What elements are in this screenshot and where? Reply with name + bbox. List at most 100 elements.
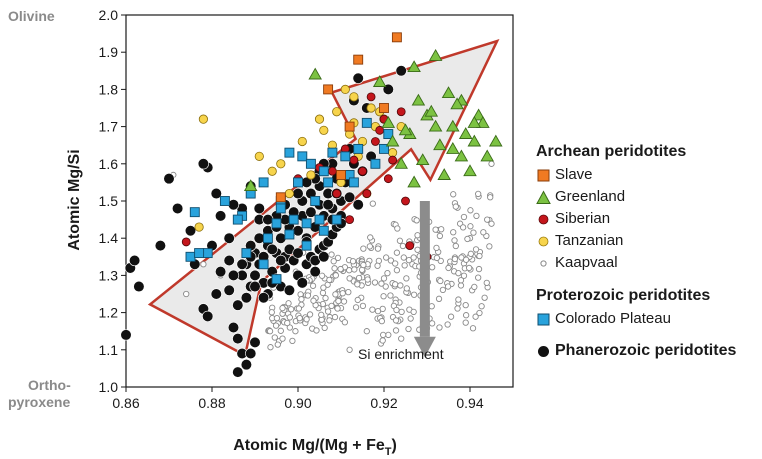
kaapvaal-point [478, 303, 485, 310]
kaapvaal-point [480, 229, 487, 236]
kaapvaal-point [313, 327, 320, 334]
tanzanian-point [254, 151, 264, 161]
kaapvaal-point [460, 272, 468, 279]
orthopyroxene-label-line1: Ortho- [28, 377, 71, 393]
siberian-point [345, 215, 355, 225]
kaapvaal-point [379, 337, 386, 344]
kaapvaal-point [432, 226, 439, 233]
kaapvaal-point [285, 300, 292, 307]
kaapvaal-point [385, 331, 392, 339]
colorado-point [185, 251, 196, 262]
legend-item-colorado: Colorado Plateau [536, 308, 762, 330]
kaapvaal-point [321, 324, 328, 332]
colorado-point [370, 158, 381, 169]
kaapvaal-point [436, 232, 444, 240]
kaapvaal-point [334, 305, 341, 312]
kaapvaal-point [345, 288, 352, 296]
kaapvaal-point [475, 274, 482, 281]
legend-label-tanzanian: Tanzanian [555, 232, 624, 249]
kaapvaal-point [455, 270, 462, 277]
greenland-point [428, 48, 443, 61]
kaapvaal-point [334, 254, 342, 262]
legend-proterozoic-heading: Proterozoic peridotites [536, 287, 711, 304]
kaapvaal-point [450, 191, 457, 198]
phanerozoic-point [120, 329, 132, 341]
kaapvaal-point [341, 319, 349, 326]
kaapvaal-point [332, 272, 339, 279]
x-tick-label: 0.94 [456, 395, 483, 411]
kaapvaal-point [481, 294, 488, 301]
phanerozoic-point [292, 247, 304, 259]
kaapvaal-point [394, 225, 401, 232]
kaapvaal-point [486, 243, 493, 250]
phanerozoic-point [296, 277, 308, 289]
slave-point [336, 170, 346, 180]
slave-point [275, 192, 286, 203]
slave-point [379, 103, 389, 113]
kaapvaal-point [286, 314, 293, 321]
kaapvaal-point [445, 264, 452, 272]
kaapvaal-point [462, 312, 470, 319]
colorado-point [284, 229, 295, 240]
kaapvaal-point [472, 246, 480, 253]
tanzanian-dot-icon [536, 234, 551, 249]
kaapvaal-point [403, 285, 410, 292]
kaapvaal-point [274, 341, 281, 348]
kaapvaal-point [393, 267, 401, 274]
phanerozoic-point [283, 284, 296, 296]
phanerozoic-point [172, 202, 184, 215]
y-tick-label: 1.3 [99, 267, 119, 283]
kaapvaal-point [369, 306, 376, 313]
colorado-point [258, 177, 269, 188]
kaapvaal-point [487, 194, 494, 201]
colorado-point [297, 151, 308, 162]
colorado-point [305, 158, 316, 169]
x-axis-title-subscript: T [385, 446, 392, 458]
kaapvaal-point [330, 258, 337, 265]
colorado-point [327, 147, 338, 158]
kaapvaal-point [467, 223, 474, 230]
kaapvaal-point [460, 213, 468, 221]
phanerozoic-point [129, 254, 141, 267]
kaapvaal-point [326, 276, 333, 284]
kaapvaal-point [267, 344, 274, 351]
kaapvaal-point [429, 320, 436, 327]
legend-item-slave: Slave [536, 164, 762, 186]
phanerozoic-point [232, 333, 244, 345]
kaapvaal-point [346, 275, 353, 282]
kaapvaal-point [200, 261, 207, 268]
legend-item-siberian: Siberian [536, 208, 762, 230]
kaapvaal-point [382, 283, 389, 290]
phanerozoic-point [202, 310, 214, 322]
kaapvaal-point [405, 325, 412, 333]
kaapvaal-point [351, 266, 358, 273]
greenland-point [467, 134, 482, 147]
greenland-point [407, 60, 421, 73]
kaapvaal-point [354, 296, 361, 304]
kaapvaal-point [268, 309, 275, 316]
greenland-point [381, 115, 396, 128]
slave-point [344, 121, 355, 132]
tanzanian-point [319, 125, 329, 135]
kaapvaal-point [363, 328, 370, 335]
kaapvaal-point [374, 245, 382, 252]
greenland-point [394, 156, 408, 169]
phanerozoic-point [249, 280, 261, 293]
kaapvaal-point [462, 302, 469, 309]
phanerozoic-point [352, 199, 364, 211]
legend-label-greenland: Greenland [555, 188, 626, 205]
siberian-dot-icon [536, 212, 551, 227]
kaapvaal-point [488, 220, 495, 227]
x-tick-label: 0.88 [198, 395, 225, 411]
kaapvaal-point [405, 256, 413, 264]
kaapvaal-point [352, 304, 360, 311]
y-tick-label: 1.4 [99, 230, 119, 246]
colorado-point [232, 214, 243, 225]
kaapvaal-point [360, 261, 367, 269]
phanerozoic-point [223, 254, 235, 267]
greenland-point [489, 134, 503, 147]
colorado-square-icon [536, 312, 551, 327]
kaapvaal-point [398, 308, 405, 316]
kaapvaal-point [410, 291, 418, 298]
greenland-point [463, 164, 477, 177]
